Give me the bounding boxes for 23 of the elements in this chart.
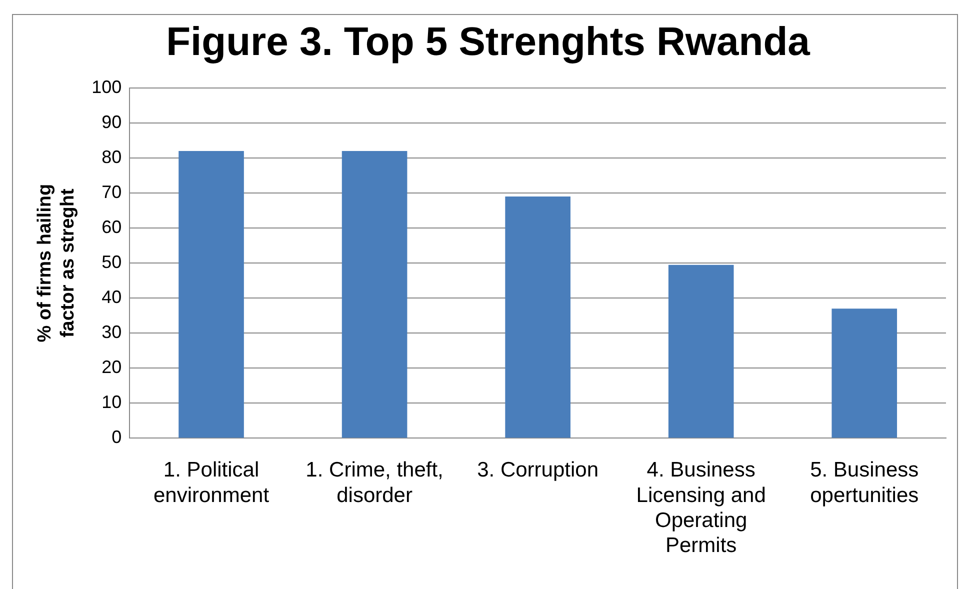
y-tick-label: 80 [102,147,122,168]
bar [668,264,734,438]
y-tick-label: 70 [102,182,122,202]
bar [832,308,898,438]
x-tick-label: 3. Corruption [477,458,599,482]
y-tick-label: 100 [92,76,122,97]
x-tick-label: 5. Business opertunities [810,458,919,507]
bar [342,151,408,438]
y-tick-label: 90 [102,112,122,132]
chart-title: Figure 3. Top 5 Strenghts Rwanda [166,20,811,64]
x-tick-label: 1. Political environment [153,458,270,507]
y-tick-label: 60 [102,217,122,238]
y-axis-title: % of firms hailing factor as streght [34,184,78,342]
bar [505,196,570,438]
bar [178,151,244,438]
x-tick-label: 1. Crime, theft, disorder [306,458,444,507]
y-tick-label: 10 [102,392,122,412]
x-tick-label: 4. Business Licensing and Operating Permits [636,458,766,558]
y-tick-label: 20 [102,357,122,378]
y-tick-label: 0 [112,427,122,448]
y-tick-label: 40 [102,287,122,308]
y-tick-label: 30 [102,322,122,342]
y-tick-label: 50 [102,252,122,272]
